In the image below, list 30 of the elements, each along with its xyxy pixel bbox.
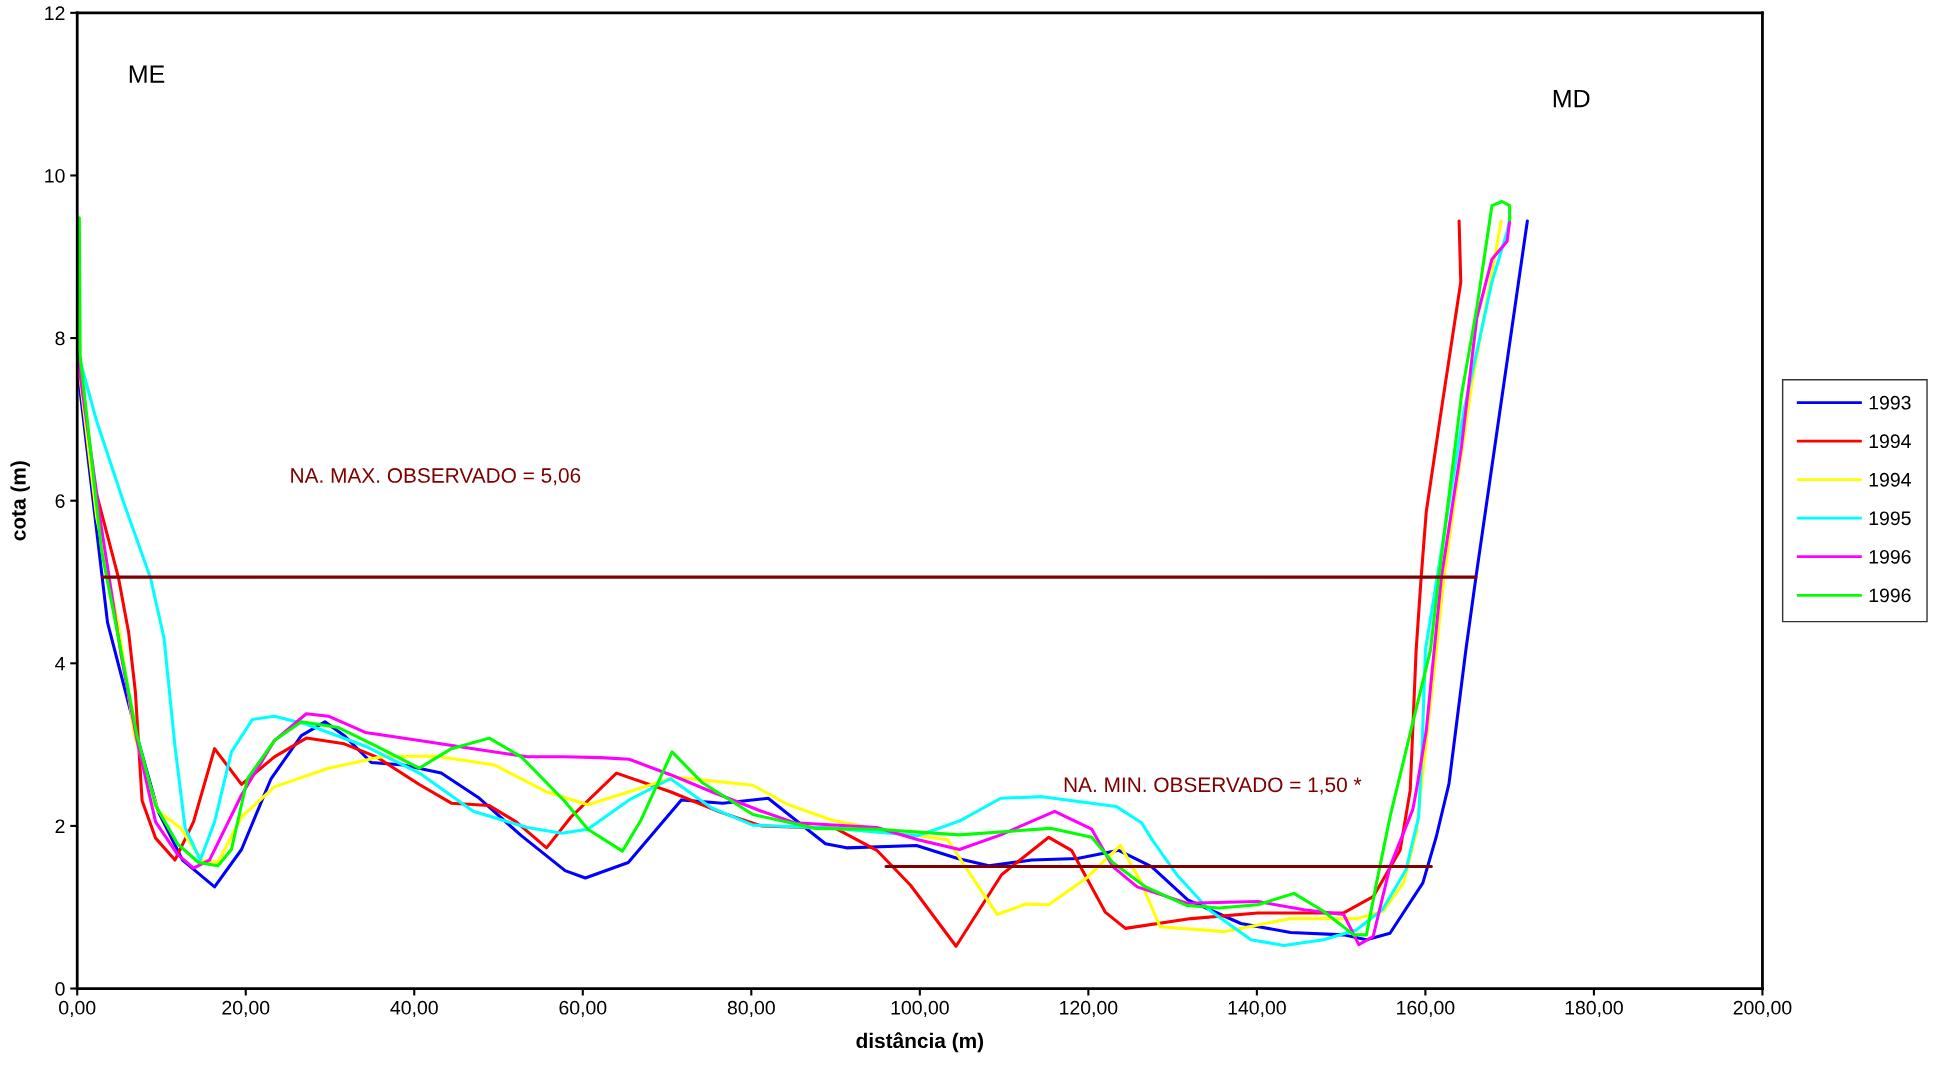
x-tick-label: 0,00 — [59, 1000, 96, 1017]
x-tick-label: 160,00 — [1397, 1000, 1455, 1017]
x-tick-label: 120,00 — [1060, 1000, 1118, 1017]
x-tick-label: 100,00 — [891, 1000, 949, 1017]
x-tick-label: 200,00 — [1733, 1000, 1792, 1017]
y-axis-title: cota (m) — [10, 461, 30, 541]
annotation: MD — [1553, 89, 1590, 108]
legend-label: 1996 — [1869, 549, 1911, 564]
x-tick-label: 40,00 — [390, 1000, 438, 1017]
y-tick-label: 12 — [45, 6, 65, 20]
annotation: NA. MAX. OBSERVADO = 5,06 — [291, 468, 581, 486]
legend-label: 1994 — [1869, 472, 1911, 487]
y-tick-label: 4 — [55, 656, 65, 671]
y-tick-label: 8 — [55, 331, 65, 346]
x-tick-label: 20,00 — [222, 1000, 270, 1017]
legend-label: 1994 — [1869, 434, 1911, 449]
legend-label: 1993 — [1869, 395, 1911, 410]
annotation: NA. MIN. OBSERVADO = 1,50 * — [1064, 777, 1362, 795]
y-tick-label: 10 — [45, 168, 65, 183]
legend-label: 1995 — [1869, 511, 1911, 526]
y-tick-label: 2 — [55, 819, 65, 833]
x-tick-label: 80,00 — [727, 1000, 775, 1017]
x-tick-label: 180,00 — [1565, 1000, 1623, 1017]
y-tick-label: 0 — [55, 982, 65, 996]
legend-label: 1996 — [1869, 588, 1911, 603]
x-tick-label: 140,00 — [1228, 1000, 1286, 1017]
x-tick-label: 60,00 — [559, 1000, 607, 1017]
x-axis-title: distância (m) — [856, 1032, 984, 1053]
y-tick-label: 6 — [55, 494, 65, 508]
annotation: ME — [129, 65, 165, 83]
